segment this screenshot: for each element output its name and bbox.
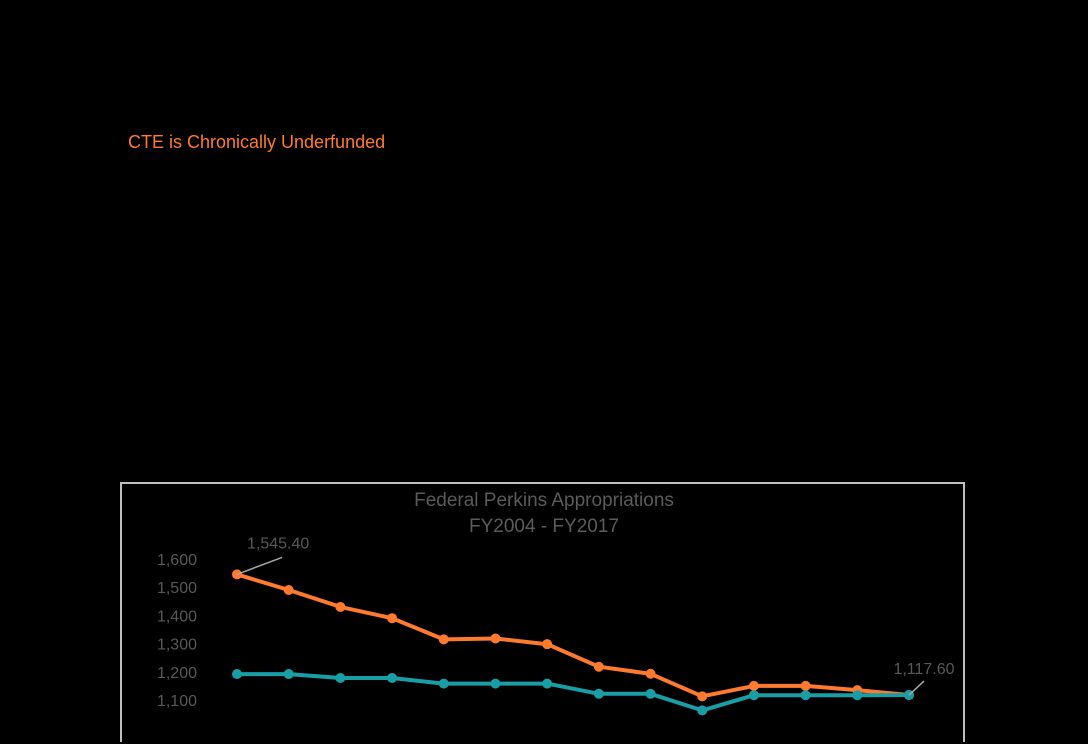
data-point: [645, 668, 656, 679]
data-point: [542, 678, 553, 689]
y-tick-label: 1,300: [157, 637, 197, 654]
data-point: [387, 613, 398, 624]
data-point: [697, 691, 708, 702]
data-point: [490, 678, 501, 689]
data-point: [283, 669, 294, 680]
data-point: [645, 688, 656, 699]
series-line-1: [237, 672, 910, 713]
series-layer: [232, 569, 914, 716]
data-point: [335, 601, 346, 612]
data-point: [800, 690, 811, 701]
data-point: [542, 639, 553, 650]
data-label: 1,545.40: [247, 535, 309, 552]
data-point: [335, 673, 346, 684]
chart-frame: Federal Perkins Appropriations FY2004 - …: [120, 482, 965, 742]
data-point: [232, 569, 242, 580]
data-point: [283, 585, 294, 596]
data-point: [748, 680, 759, 691]
data-label: 1,117.60: [893, 661, 954, 678]
data-point: [387, 673, 398, 684]
y-axis-ticks: 1,600 1,500 1,400 1,300 1,200 1,100: [157, 552, 197, 710]
chart-subtitle: FY2004 - FY2017: [469, 516, 619, 537]
chart-title: Federal Perkins Appropriations: [414, 490, 674, 511]
data-point: [490, 633, 501, 644]
y-tick-label: 1,400: [157, 608, 197, 625]
annotation-leader-line: [908, 680, 925, 696]
data-point: [697, 705, 708, 716]
series-line-0: [236, 572, 910, 699]
data-point: [852, 690, 863, 701]
data-point: [748, 690, 759, 701]
y-tick-label: 1,500: [157, 580, 197, 597]
y-tick-label: 1,200: [157, 665, 197, 682]
data-point: [800, 680, 811, 691]
y-tick-label: 1,600: [157, 552, 197, 569]
data-point: [593, 688, 604, 699]
data-point: [438, 634, 449, 645]
data-point: [593, 661, 604, 672]
annotation-leader-line: [236, 556, 283, 576]
data-point: [438, 678, 449, 689]
page-headline: CTE is Chronically Underfunded: [128, 132, 386, 152]
data-point: [232, 669, 242, 680]
y-tick-label: 1,100: [157, 693, 197, 710]
perkins-line-chart: Federal Perkins Appropriations FY2004 - …: [157, 490, 955, 716]
annotation-layer: 1,545.40 1,117.60: [236, 535, 955, 696]
